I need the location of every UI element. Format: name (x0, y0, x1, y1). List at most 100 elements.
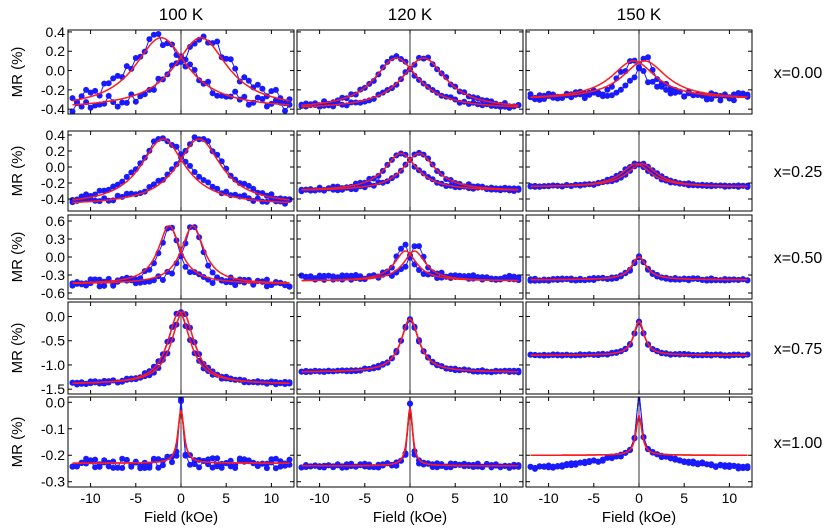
data-point (654, 76, 661, 83)
data-point (92, 87, 99, 94)
panel-r3-c2 (525, 301, 753, 395)
panel-r2-c0: -0.6 -0.3 0.0 0.3 0.6 (41, 213, 295, 301)
data-point (155, 31, 162, 37)
data-point (114, 103, 121, 110)
data-point (316, 274, 323, 281)
data-point (205, 179, 212, 186)
data-point (599, 456, 606, 463)
data-point (141, 465, 148, 471)
panel-r1-c0: -0.4-0.20.00.20.4 (41, 127, 295, 212)
data-point (402, 263, 409, 270)
data-point (286, 379, 293, 386)
data-point (375, 172, 382, 179)
x-tick-label: -5 (588, 490, 601, 506)
data-point (128, 463, 135, 470)
data-point (474, 274, 481, 281)
data-point (599, 93, 606, 100)
data-point (541, 463, 548, 470)
data-point (69, 95, 76, 102)
data-point (645, 266, 651, 273)
data-point (532, 464, 538, 471)
data-point (196, 173, 203, 180)
data-point (370, 77, 377, 84)
data-point (155, 464, 162, 471)
data-point (398, 457, 404, 464)
data-point (259, 96, 266, 102)
data-point (712, 463, 719, 470)
data-point (74, 463, 80, 470)
data-point (708, 462, 715, 469)
x-axis-label: Field (kOe) (144, 509, 218, 526)
x-tick-label: 0 (177, 490, 185, 506)
data-point (721, 463, 728, 470)
data-point (703, 461, 710, 468)
data-point (182, 451, 189, 458)
panel-r3-c1 (296, 301, 524, 395)
data-point (622, 82, 629, 89)
panel-r0-c1: 120 K (296, 5, 524, 115)
data-point (110, 183, 117, 190)
y-tick-label: -0.1 (41, 421, 65, 437)
panel-r0-c2: 150 K (525, 5, 753, 115)
data-point (205, 456, 212, 463)
data-point (268, 88, 275, 95)
data-point (101, 457, 108, 464)
y-tick-label: 0.2 (46, 43, 66, 59)
data-point (590, 457, 597, 464)
data-point (388, 264, 395, 271)
data-point (150, 86, 157, 93)
data-point (191, 134, 198, 141)
y-tick-label: 0.0 (46, 394, 66, 410)
data-point (236, 78, 243, 85)
data-point (114, 181, 121, 188)
data-point (223, 55, 230, 62)
y-tick-label: 0.6 (46, 213, 66, 229)
data-point (617, 86, 624, 93)
data-point (604, 92, 611, 99)
data-point (254, 94, 261, 101)
panel-r4-c0: -0.3 -0.2 -0.1 0.0 -10 -5 0 5 10 Field (kOe) (41, 394, 295, 526)
x-tick-label: -5 (130, 490, 143, 506)
data-point (159, 176, 166, 183)
data-point (272, 455, 279, 462)
data-point (667, 455, 674, 462)
data-point (241, 74, 248, 81)
data-point (501, 274, 508, 281)
column-title: 150 K (617, 5, 662, 24)
data-point (123, 63, 130, 70)
data-point (101, 80, 108, 87)
data-point (119, 455, 126, 462)
data-point (286, 456, 293, 463)
data-point (608, 455, 615, 462)
data-point (92, 102, 99, 109)
data-point (200, 177, 207, 183)
data-point (645, 54, 651, 61)
panel-r2-c1 (296, 214, 524, 300)
x-tick-label: -10 (80, 490, 100, 506)
data-point (196, 464, 203, 471)
x-tick-label: 0 (635, 490, 643, 506)
fit-line-down (72, 410, 290, 464)
panel-r0-c0: -0.4 -0.2 0.0 0.2 0.4 100 K (41, 5, 295, 117)
data-point (416, 243, 422, 250)
data-point (282, 107, 288, 114)
data-point (214, 92, 221, 99)
data-point (150, 363, 157, 370)
data-point (146, 184, 153, 190)
fit-line-down (301, 407, 519, 467)
y-tick-label: -0.3 (41, 474, 65, 490)
data-point (470, 272, 477, 279)
data-point (214, 455, 221, 462)
data-point (263, 103, 270, 110)
data-point (554, 463, 561, 470)
data-point (119, 465, 126, 471)
data-point (132, 280, 139, 287)
data-point (159, 277, 166, 283)
data-point (101, 282, 108, 289)
fit-line-down (72, 225, 290, 285)
x-tick-label: 5 (680, 490, 688, 506)
data-point (452, 272, 459, 279)
data-point (101, 187, 108, 194)
data-point (708, 96, 715, 102)
y-axis-label: MR (%) (9, 323, 26, 374)
